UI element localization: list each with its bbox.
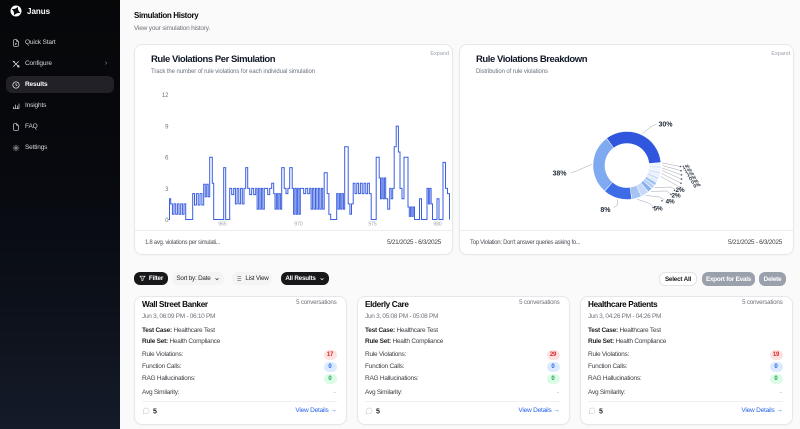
svg-text:1%: 1% xyxy=(682,163,691,171)
svg-text:12: 12 xyxy=(162,93,169,99)
svg-text:1%: 1% xyxy=(684,167,693,175)
svg-text:2%: 2% xyxy=(672,193,681,200)
svg-text:4%: 4% xyxy=(666,199,675,206)
svg-text:0%: 0% xyxy=(688,174,697,182)
svg-text:30%: 30% xyxy=(659,122,674,129)
svg-text:9: 9 xyxy=(165,125,169,131)
svg-text:980: 980 xyxy=(433,222,442,228)
svg-text:975: 975 xyxy=(368,222,377,228)
svg-text:2%: 2% xyxy=(676,187,685,194)
svg-text:0: 0 xyxy=(165,218,169,224)
svg-text:8%: 8% xyxy=(600,207,611,214)
svg-text:6: 6 xyxy=(165,156,169,162)
svg-text:0%: 0% xyxy=(691,178,700,186)
svg-text:1%: 1% xyxy=(686,171,695,179)
svg-text:5%: 5% xyxy=(654,206,663,213)
svg-text:0%: 0% xyxy=(693,182,702,190)
svg-text:38%: 38% xyxy=(552,171,567,178)
svg-text:970: 970 xyxy=(294,222,303,228)
svg-text:965: 965 xyxy=(218,222,227,228)
svg-text:3: 3 xyxy=(165,187,169,193)
